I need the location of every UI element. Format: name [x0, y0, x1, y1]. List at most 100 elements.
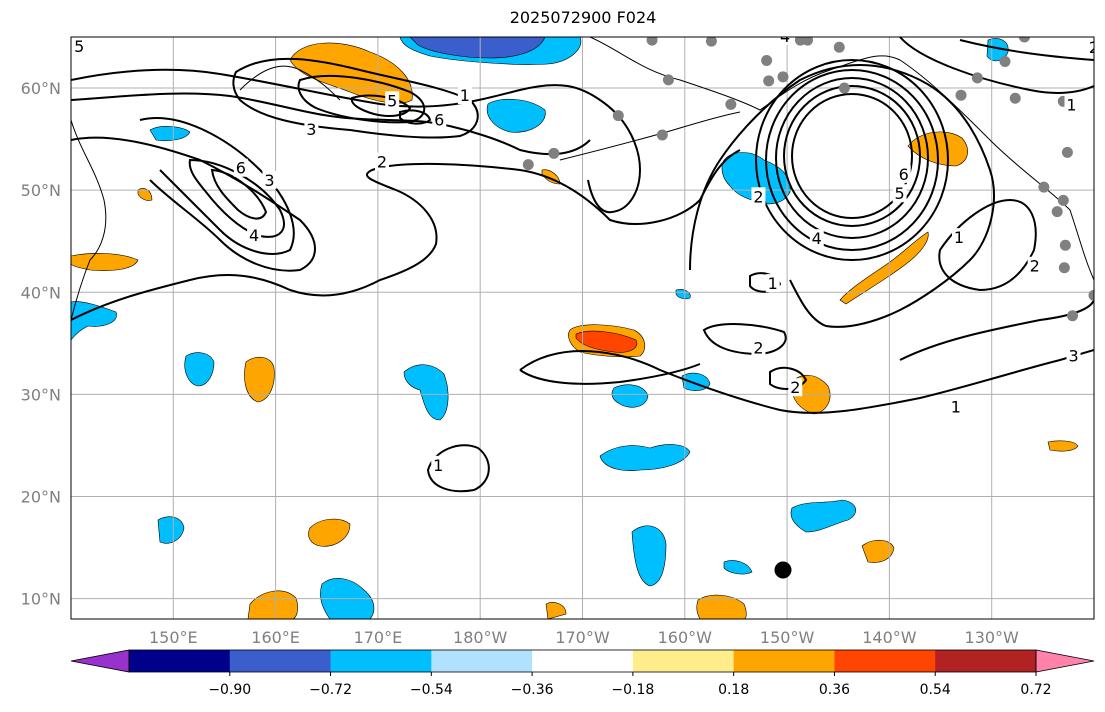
contour-line [519, 349, 1094, 414]
coastline-chukotka [239, 65, 341, 101]
contour-line [71, 136, 316, 272]
colorbar-tick-label: 0.36 [819, 682, 850, 698]
contour-label-bg [304, 119, 319, 138]
contour-label-bg [374, 152, 389, 171]
contour-label-bg [778, 37, 793, 45]
station-marker [1058, 262, 1070, 274]
contour-line [765, 69, 939, 251]
contour-line [791, 93, 913, 219]
colorbar-tick-label: −0.18 [611, 682, 654, 698]
map-frame [70, 36, 1095, 620]
contour-line [783, 85, 921, 227]
anomaly-positive-region [696, 594, 747, 619]
contour-label: 2 [753, 187, 763, 206]
colorbar-frame [128, 649, 1037, 673]
shaded-fields [71, 37, 1079, 619]
map-title: 2025072900 F024 [509, 8, 657, 27]
contour-label-bg [1066, 346, 1081, 365]
contour-line [749, 272, 782, 293]
station-marker [1009, 92, 1021, 104]
station-marker [955, 89, 967, 101]
contour-label: 2 [790, 378, 800, 397]
contour-label-bg [896, 164, 911, 183]
contour-line [769, 366, 808, 390]
station-markers-black [774, 561, 792, 579]
station-marker [777, 71, 789, 83]
anomaly-negative-region [631, 525, 667, 587]
anomaly-positive-region [861, 539, 895, 563]
contour-label: 6 [434, 111, 444, 130]
contour-label: 4 [249, 226, 259, 245]
longitude-label: 160°W [658, 628, 713, 647]
contour-label-bg [751, 187, 766, 206]
anomaly-strong-negative-region [409, 37, 546, 59]
station-marker [1018, 37, 1030, 43]
station-marker [548, 147, 560, 159]
contour-label-bg [385, 91, 400, 110]
anomaly-negative-region [790, 499, 856, 533]
colorbar-extend-low [70, 649, 130, 673]
colorbar-tick-label: −0.54 [410, 682, 453, 698]
station-marker [1059, 239, 1071, 251]
anomaly-negative-region [486, 98, 546, 133]
station-marker [612, 110, 624, 122]
colorbar-segment [935, 650, 1037, 672]
longitude-label: 160°E [251, 628, 300, 647]
station-marker [802, 37, 814, 46]
station-marker [1067, 310, 1079, 322]
colorbar-segment [632, 650, 735, 672]
anomaly-negative-region [403, 364, 449, 421]
contour-line [71, 149, 741, 321]
colorbar-segment [431, 650, 533, 672]
station-marker-black [774, 561, 792, 579]
contour-label: 1 [951, 398, 961, 417]
contour-line [232, 57, 479, 139]
contour-label-bg [233, 158, 248, 177]
colorbar-segment [129, 650, 231, 672]
contour-label-bg [1064, 95, 1079, 114]
anomaly-strong-positive-region [575, 330, 638, 353]
station-marker [1088, 289, 1094, 301]
colorbar-segment [229, 650, 332, 672]
contour-label-bg [1087, 38, 1094, 57]
anomaly-negative-region [986, 38, 1009, 62]
station-marker [522, 159, 534, 171]
contour-label: 6 [236, 159, 246, 178]
station-marker [705, 37, 717, 47]
anomaly-positive-region [308, 518, 351, 547]
station-marker [1038, 181, 1050, 193]
contour-line [399, 109, 432, 125]
contour-line [71, 68, 642, 214]
contour-label-bg [809, 229, 824, 248]
colorbar-tick-label: −0.90 [208, 682, 251, 698]
station-marker [838, 82, 850, 94]
latitude-labels: 60°N 50°N 40°N 30°N 20°N 10°N [21, 79, 61, 609]
contour-line [755, 59, 949, 261]
contour-line [519, 363, 701, 385]
longitude-label: 130°W [965, 628, 1020, 647]
contour-label: 4 [812, 229, 822, 248]
contour-label: 1 [460, 86, 470, 105]
contour-label-bg [951, 228, 966, 247]
contour-label: 4 [780, 27, 790, 46]
latitude-label: 20°N [21, 487, 61, 506]
longitude-label: 150°W [760, 628, 815, 647]
latitude-label: 30°N [21, 385, 61, 404]
contour-label: 5 [895, 184, 905, 203]
contour-line [702, 323, 787, 356]
contour-line [210, 168, 268, 220]
contour-label-bg [262, 170, 277, 189]
station-marker [833, 41, 845, 53]
station-marker [1061, 146, 1073, 158]
longitude-label: 180°W [453, 628, 508, 647]
contour-label: 2 [377, 153, 387, 172]
station-marker [761, 54, 773, 66]
anomaly-positive-region [1047, 440, 1079, 452]
longitude-label: 170°E [354, 628, 403, 647]
latitude-label: 40°N [21, 283, 61, 302]
contour-line [899, 299, 1094, 361]
contour-label-bg [1027, 256, 1042, 275]
contour-label-bg [457, 86, 472, 105]
